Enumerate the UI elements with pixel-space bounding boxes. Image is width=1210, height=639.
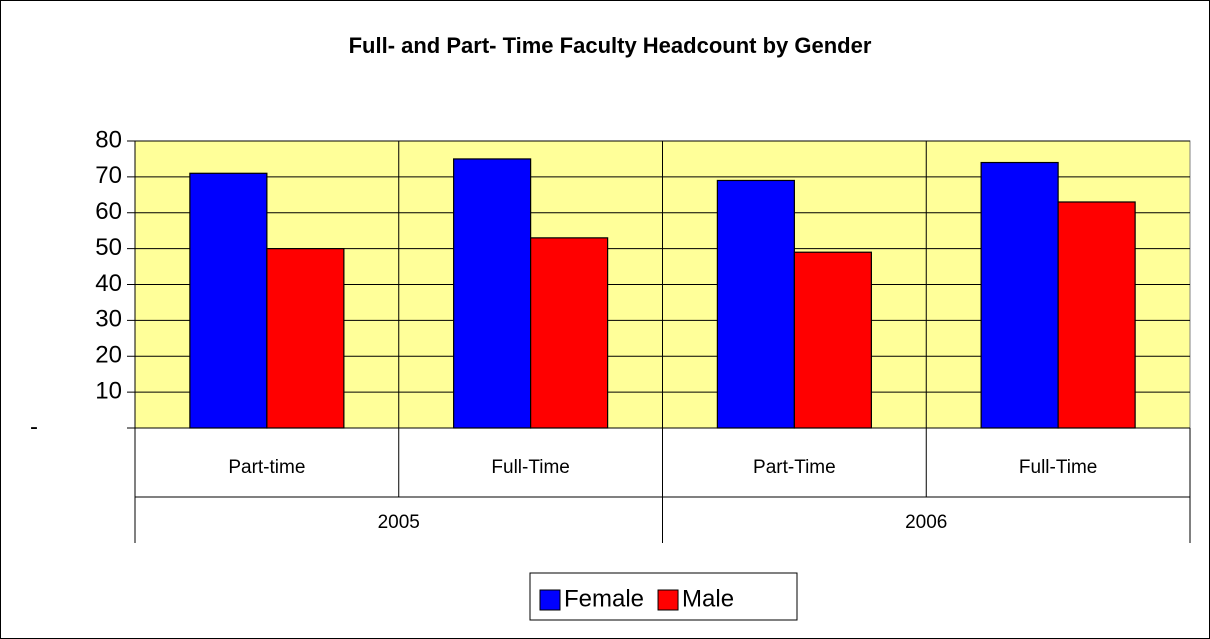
bar <box>716 179 795 429</box>
x-tick-label: Full-Time <box>1019 457 1097 478</box>
bar <box>1057 201 1136 429</box>
y-tick-label: 60 <box>95 198 122 225</box>
legend-swatch <box>657 589 679 611</box>
y-tick-label: - <box>30 413 38 440</box>
bar <box>980 161 1059 429</box>
group-label: 2005 <box>378 512 420 533</box>
y-tick-label: 70 <box>95 162 122 189</box>
y-tick-label: 80 <box>95 126 122 153</box>
bar <box>189 172 268 429</box>
y-tick-label: 10 <box>95 377 122 404</box>
legend-label: Male <box>682 585 734 612</box>
y-tick-label: 20 <box>95 342 122 369</box>
bar <box>530 237 609 429</box>
x-tick-label: Part-time <box>228 457 305 478</box>
x-tick-label: Part-Time <box>753 457 836 478</box>
y-tick-label: 30 <box>95 306 122 333</box>
legend-swatch <box>539 589 561 611</box>
group-label: 2006 <box>905 512 947 533</box>
bar <box>266 248 345 429</box>
x-tick-label: Full-Time <box>491 457 569 478</box>
y-tick-label: 40 <box>95 270 122 297</box>
bar <box>793 251 872 429</box>
bar <box>453 158 532 429</box>
legend-label: Female <box>564 585 644 612</box>
y-tick-label: 50 <box>95 234 122 261</box>
chart-title: Full- and Part- Time Faculty Headcount b… <box>349 33 872 58</box>
